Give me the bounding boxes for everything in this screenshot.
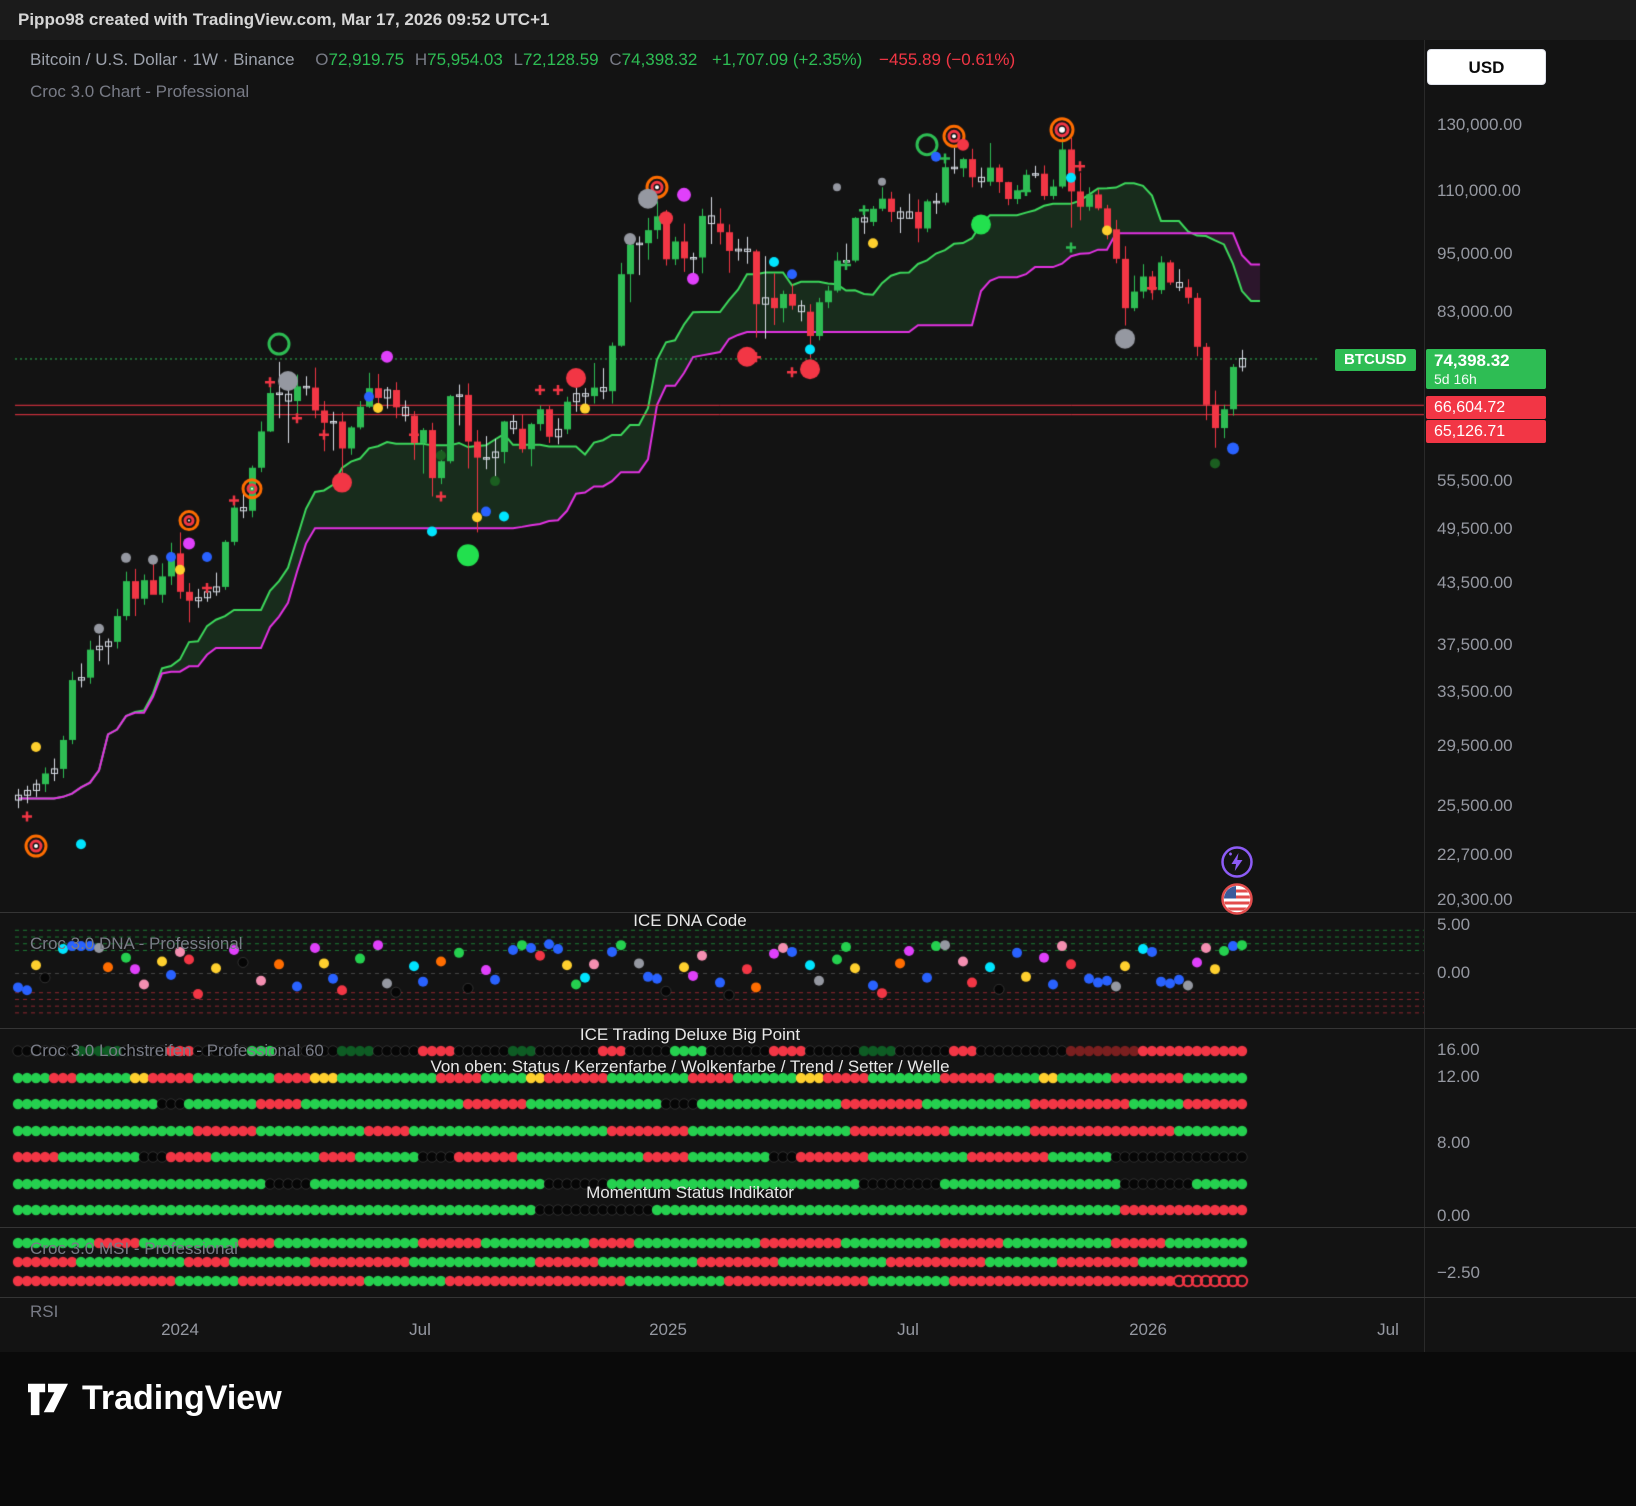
axis-price-label: 95,000.00 <box>1437 244 1513 263</box>
axis-separator <box>1424 40 1425 1352</box>
low-label: L <box>513 50 523 69</box>
level-price-tag: 65,126.71 <box>1426 420 1546 443</box>
axis-price-label: 130,000.00 <box>1437 115 1523 134</box>
axis-price-label: 20,300.00 <box>1437 890 1513 909</box>
axis-price-label: 25,500.00 <box>1437 796 1513 815</box>
flag-button[interactable] <box>1220 882 1254 916</box>
symbol-title: Bitcoin / U.S. Dollar · 1W · Binance <box>30 50 295 69</box>
msi-annotation: Momentum Status Indikator <box>586 1183 794 1202</box>
axis-price-label: 29,500.00 <box>1437 736 1513 755</box>
axis-price-label: 83,000.00 <box>1437 302 1513 321</box>
axis-price-label: 55,500.00 <box>1437 471 1513 490</box>
msi-panel-title[interactable]: Croc 3.0 MSI - Professional <box>30 1239 238 1258</box>
dna-panel-title[interactable]: Croc 3.0 DNA - Professional <box>30 934 243 953</box>
bigpoint-sub-annotation: Von oben: Status / Kerzenfarbe / Wolkenf… <box>430 1057 950 1076</box>
last-price-tag: 74,398.32 5d 16h <box>1426 349 1546 389</box>
axis-time-label: 2026 <box>1129 1320 1167 1339</box>
axis-price-label: −2.50 <box>1437 1263 1481 1282</box>
axis-price-label: 37,500.00 <box>1437 635 1513 654</box>
snapshot-header: Pippo98 created with TradingView.com, Ma… <box>0 0 1636 40</box>
lochstreifen-panel-title[interactable]: Croc 3.0 Lochstreifen - Professional 60 <box>30 1041 324 1060</box>
close-label: C <box>609 50 622 69</box>
open-label: O <box>315 50 329 69</box>
axis-price-label: 0.00 <box>1437 1206 1471 1225</box>
axis-price-label: 49,500.00 <box>1437 519 1513 538</box>
snapshot-attribution: Pippo98 created with TradingView.com, Ma… <box>18 10 550 29</box>
rsi-panel-title[interactable]: RSI <box>30 1302 59 1321</box>
axis-price-label: 22,700.00 <box>1437 845 1513 864</box>
bar-countdown: 5d 16h <box>1434 371 1477 387</box>
bigpoint-annotation: ICE Trading Deluxe Big Point <box>579 1025 801 1044</box>
symbol-price-tag: BTCUSD <box>1335 349 1416 371</box>
axis-price-label: 43,500.00 <box>1437 573 1513 592</box>
low-value: 72,128.59 <box>523 50 599 69</box>
open-value: 72,919.75 <box>328 50 405 69</box>
indicator-legend: Croc 3.0 Chart - Professional <box>30 82 250 101</box>
footer-brand: TradingView <box>0 1352 1636 1506</box>
axis-time-label: Jul <box>1377 1320 1399 1339</box>
level-price-tag: 66,604.72 <box>1426 396 1546 419</box>
drawdown-value: −455.89 (−0.61%) <box>879 50 1016 69</box>
high-label: H <box>414 50 428 69</box>
lightning-icon <box>1221 846 1253 878</box>
dna-annotation: ICE DNA Code <box>633 911 747 930</box>
pane-separator <box>0 912 1636 913</box>
axis-price-label: 110,000.00 <box>1437 181 1521 200</box>
us-flag-icon <box>1221 883 1253 915</box>
axis-price-label: 8.00 <box>1437 1133 1471 1152</box>
close-value: 74,398.32 <box>621 50 698 69</box>
axis-time-label: Jul <box>897 1320 919 1339</box>
pane-separator <box>0 1297 1636 1298</box>
boost-button[interactable] <box>1220 845 1254 879</box>
axis-price-label: 12.00 <box>1437 1067 1480 1086</box>
change-value: +1,707.09 (+2.35%) <box>712 50 863 69</box>
brand-name: TradingView <box>82 1379 282 1417</box>
pane-separator <box>0 1028 1636 1029</box>
axis-price-label: 33,500.00 <box>1437 682 1513 701</box>
axis-time-label: 2024 <box>161 1320 199 1339</box>
last-price-value: 74,398.32 <box>1434 351 1510 370</box>
axis-time-label: Jul <box>409 1320 431 1339</box>
pane-separator <box>0 1227 1636 1228</box>
axis-price-label: 16.00 <box>1437 1040 1480 1059</box>
high-value: 75,954.03 <box>427 50 503 69</box>
axis-price-label: 0.00 <box>1437 963 1471 982</box>
axis-price-label: 5.00 <box>1437 915 1471 934</box>
axis-time-label: 2025 <box>649 1320 687 1339</box>
tradingview-logo-icon <box>28 1383 68 1416</box>
currency-button[interactable]: USD <box>1427 49 1546 85</box>
symbol-legend: Bitcoin / U.S. Dollar · 1W · Binance O72… <box>30 50 1015 70</box>
